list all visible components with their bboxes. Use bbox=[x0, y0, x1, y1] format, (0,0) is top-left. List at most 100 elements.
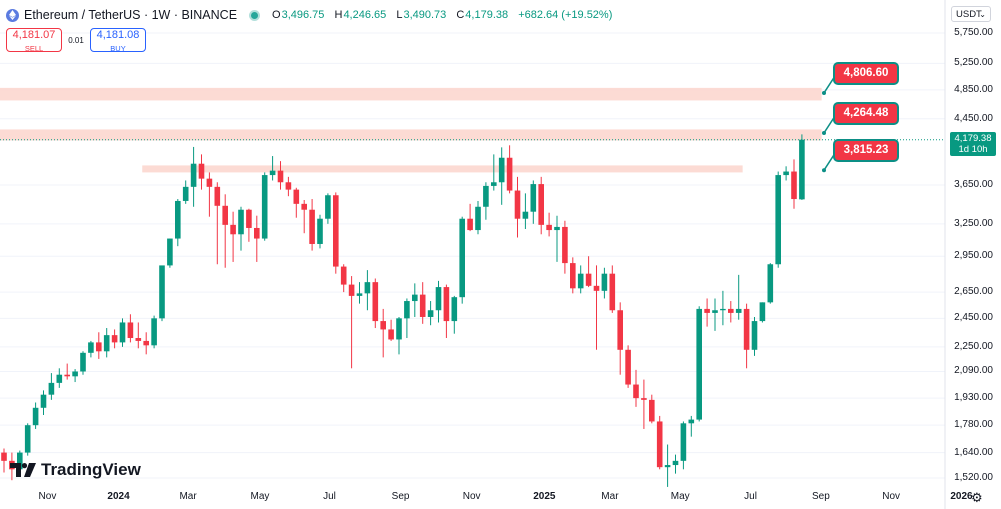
candle[interactable] bbox=[167, 238, 173, 268]
candle[interactable] bbox=[356, 282, 363, 304]
tradingview-logo[interactable]: TradingView bbox=[10, 460, 141, 480]
candle[interactable] bbox=[317, 214, 323, 249]
candle[interactable] bbox=[404, 298, 410, 339]
candle[interactable] bbox=[261, 172, 268, 241]
candle[interactable] bbox=[593, 265, 600, 350]
candle[interactable] bbox=[712, 298, 718, 331]
candle[interactable] bbox=[491, 154, 497, 191]
candle[interactable] bbox=[751, 316, 758, 356]
candle[interactable] bbox=[696, 306, 702, 422]
level-badge-4264[interactable]: 4,264.48 bbox=[835, 103, 897, 123]
candle[interactable] bbox=[475, 200, 481, 235]
candle[interactable] bbox=[538, 176, 544, 235]
symbol-title[interactable]: Ethereum / TetherUS · 1W · BINANCE bbox=[24, 8, 238, 22]
candle[interactable] bbox=[175, 199, 181, 247]
candle[interactable] bbox=[48, 373, 55, 400]
candle[interactable] bbox=[688, 415, 695, 437]
candle[interactable] bbox=[1, 448, 7, 473]
level-badge-4806[interactable]: 4,806.60 bbox=[835, 63, 897, 83]
candle[interactable] bbox=[720, 290, 726, 326]
candle[interactable] bbox=[451, 295, 458, 334]
level-badge-3815[interactable]: 3,815.23 bbox=[835, 141, 897, 161]
candle[interactable] bbox=[135, 322, 142, 349]
candle[interactable] bbox=[759, 302, 766, 323]
candle[interactable] bbox=[301, 199, 307, 234]
candle[interactable] bbox=[340, 264, 347, 293]
candle[interactable] bbox=[72, 369, 78, 383]
candle[interactable] bbox=[293, 187, 300, 218]
candle[interactable] bbox=[159, 265, 165, 322]
candle[interactable] bbox=[633, 369, 639, 407]
candle[interactable] bbox=[585, 256, 592, 288]
candle[interactable] bbox=[577, 265, 584, 294]
candle[interactable] bbox=[348, 276, 355, 369]
buy-button[interactable]: 4,181.08 BUY bbox=[90, 28, 146, 53]
candle[interactable] bbox=[182, 180, 189, 204]
candle[interactable] bbox=[127, 314, 134, 343]
candle[interactable] bbox=[799, 134, 805, 200]
candle[interactable] bbox=[230, 211, 236, 262]
candle[interactable] bbox=[728, 301, 734, 323]
candle[interactable] bbox=[443, 284, 450, 339]
candle[interactable] bbox=[246, 208, 252, 242]
candle[interactable] bbox=[735, 274, 742, 320]
candle[interactable] bbox=[396, 316, 402, 355]
candle[interactable] bbox=[664, 444, 671, 487]
candle[interactable] bbox=[24, 423, 31, 456]
candle[interactable] bbox=[96, 332, 102, 359]
candle[interactable] bbox=[522, 193, 529, 230]
candle[interactable] bbox=[530, 180, 537, 224]
candle[interactable] bbox=[704, 298, 710, 327]
candle[interactable] bbox=[254, 215, 260, 262]
candle[interactable] bbox=[380, 308, 386, 358]
candle[interactable] bbox=[514, 176, 521, 238]
candle[interactable] bbox=[672, 454, 679, 474]
candle[interactable] bbox=[364, 270, 371, 311]
candle[interactable] bbox=[546, 212, 552, 237]
candle[interactable] bbox=[88, 340, 94, 358]
candle[interactable] bbox=[767, 263, 774, 304]
candle[interactable] bbox=[467, 203, 473, 232]
candle[interactable] bbox=[649, 394, 655, 424]
candlestick-series[interactable] bbox=[0, 134, 945, 487]
candle[interactable] bbox=[625, 345, 631, 388]
candle[interactable] bbox=[56, 368, 63, 388]
candle[interactable] bbox=[554, 215, 560, 262]
candle[interactable] bbox=[222, 194, 228, 268]
candle[interactable] bbox=[111, 329, 118, 349]
candle[interactable] bbox=[641, 379, 647, 429]
candle[interactable] bbox=[151, 315, 157, 349]
candle[interactable] bbox=[656, 415, 663, 470]
candle[interactable] bbox=[103, 328, 110, 358]
candle[interactable] bbox=[775, 171, 781, 268]
candle[interactable] bbox=[269, 156, 276, 181]
candle[interactable] bbox=[498, 147, 505, 205]
candle[interactable] bbox=[617, 302, 623, 375]
candle[interactable] bbox=[214, 182, 221, 265]
candle[interactable] bbox=[40, 390, 47, 416]
candle[interactable] bbox=[427, 301, 434, 326]
candle[interactable] bbox=[783, 166, 789, 181]
candle[interactable] bbox=[483, 182, 489, 220]
candle[interactable] bbox=[419, 282, 426, 324]
candle[interactable] bbox=[198, 154, 205, 190]
candle[interactable] bbox=[791, 159, 797, 209]
candle[interactable] bbox=[333, 192, 339, 274]
candle[interactable] bbox=[412, 283, 418, 317]
candle[interactable] bbox=[609, 265, 616, 313]
candle[interactable] bbox=[506, 145, 513, 194]
candle[interactable] bbox=[277, 161, 284, 190]
candle[interactable] bbox=[64, 363, 70, 380]
candle[interactable] bbox=[80, 351, 86, 375]
candle[interactable] bbox=[570, 257, 576, 294]
candle[interactable] bbox=[285, 176, 292, 197]
candle[interactable] bbox=[190, 146, 197, 207]
candle[interactable] bbox=[238, 206, 244, 251]
candle[interactable] bbox=[143, 332, 149, 355]
candle[interactable] bbox=[32, 402, 39, 429]
candle[interactable] bbox=[119, 318, 126, 347]
candle[interactable] bbox=[562, 220, 568, 274]
candle[interactable] bbox=[388, 319, 394, 341]
candle[interactable] bbox=[206, 172, 213, 217]
